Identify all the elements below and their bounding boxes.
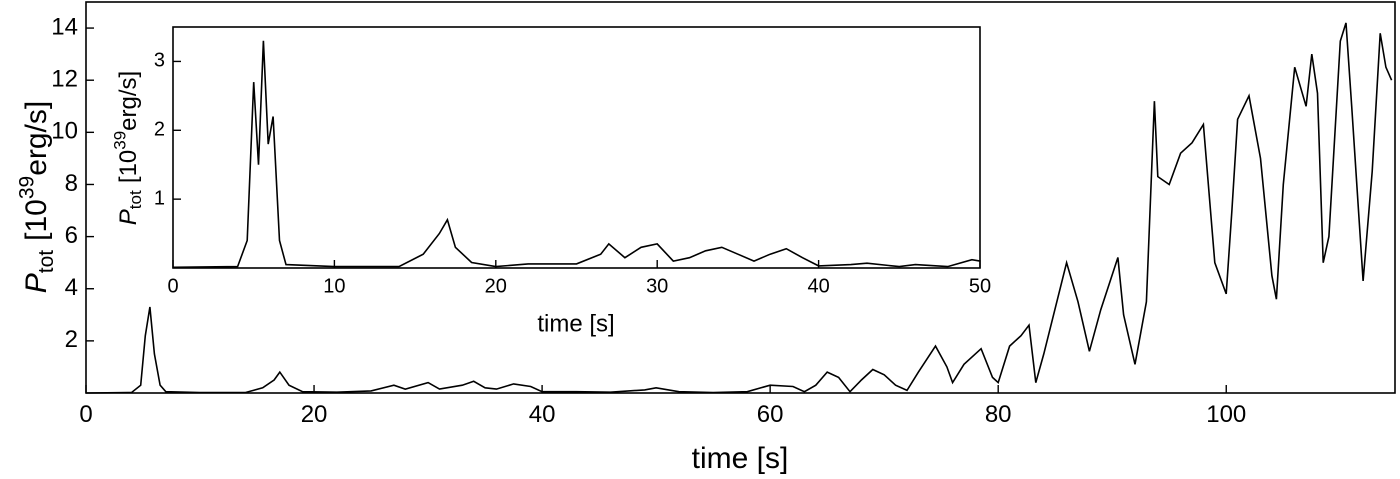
x-tick-label: 0 xyxy=(79,401,92,428)
y-tick-label: 12 xyxy=(51,66,78,93)
y-label-superscript: 39 xyxy=(15,176,38,199)
y-label-text: [10 xyxy=(20,199,53,241)
y-tick-label: 3 xyxy=(154,50,165,72)
plot-frame xyxy=(85,1,1396,394)
x-tick-label: 10 xyxy=(323,275,345,297)
y-tick-label: 6 xyxy=(65,222,78,249)
x-tick-label: 60 xyxy=(757,401,784,428)
x-tick-label: 0 xyxy=(167,275,178,297)
y-tick-label: 14 xyxy=(51,13,78,40)
x-axis-label: time [s] xyxy=(537,310,614,337)
data-line xyxy=(85,22,1393,394)
y-tick-label: 2 xyxy=(65,326,78,353)
y-tick-label: 10 xyxy=(51,118,78,145)
x-tick-label: 50 xyxy=(969,275,991,297)
y-tick-label: 1 xyxy=(154,187,165,209)
x-tick-label: 30 xyxy=(646,275,668,297)
y-label-subscript: tot xyxy=(127,190,146,209)
y-label-symbol: P xyxy=(115,209,142,225)
x-tick-label: 20 xyxy=(301,401,328,428)
y-axis-label: Ptot [1039erg/s] xyxy=(111,71,146,225)
y-tick-label: 2 xyxy=(154,119,165,141)
x-tick-label: 100 xyxy=(1206,401,1246,428)
x-tick-label: 20 xyxy=(485,275,507,297)
y-tick-label: 4 xyxy=(65,274,78,301)
y-label-text: [10 xyxy=(115,150,142,183)
plot-area xyxy=(173,27,980,268)
y-label-unit: erg/s] xyxy=(115,71,142,131)
plot-frame xyxy=(172,26,981,269)
y-label-superscript: 39 xyxy=(111,131,130,150)
y-label-unit: erg/s] xyxy=(20,101,53,176)
x-axis-label: time [s] xyxy=(692,442,789,475)
y-axis-label: Ptot [1039erg/s] xyxy=(15,101,58,293)
x-tick-label: 40 xyxy=(807,275,829,297)
data-line xyxy=(172,40,981,269)
y-label-symbol: P xyxy=(20,273,53,293)
y-label-subscript: tot xyxy=(35,250,58,274)
y-tick-label: 8 xyxy=(65,170,78,197)
x-tick-label: 40 xyxy=(529,401,556,428)
x-tick-label: 80 xyxy=(985,401,1012,428)
